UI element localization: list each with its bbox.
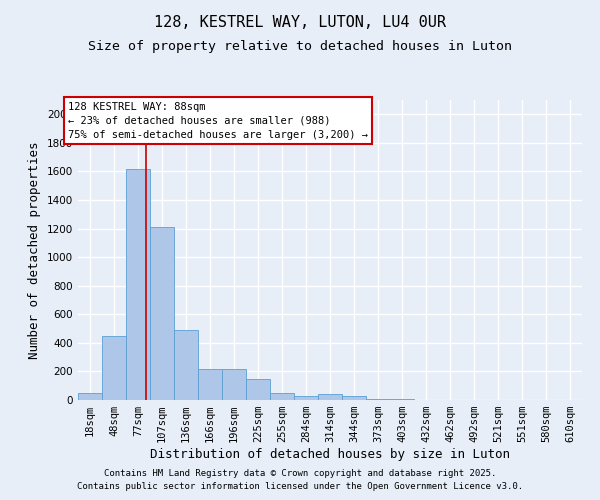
Bar [246, 378, 270, 400]
Bar [78, 393, 102, 400]
Bar [222, 370, 246, 400]
Bar [342, 396, 366, 400]
Y-axis label: Number of detached properties: Number of detached properties [28, 141, 41, 359]
Text: 128, KESTREL WAY, LUTON, LU4 0UR: 128, KESTREL WAY, LUTON, LU4 0UR [154, 15, 446, 30]
Text: 128 KESTREL WAY: 88sqm
← 23% of detached houses are smaller (988)
75% of semi-de: 128 KESTREL WAY: 88sqm ← 23% of detached… [68, 102, 368, 140]
Bar [366, 398, 390, 400]
Bar [102, 336, 126, 400]
Bar [294, 396, 318, 400]
Text: Contains HM Land Registry data © Crown copyright and database right 2025.: Contains HM Land Registry data © Crown c… [104, 468, 496, 477]
Bar [198, 370, 222, 400]
X-axis label: Distribution of detached houses by size in Luton: Distribution of detached houses by size … [150, 448, 510, 461]
Bar [318, 394, 342, 400]
Bar [150, 227, 174, 400]
Bar [126, 168, 150, 400]
Bar [270, 393, 294, 400]
Text: Size of property relative to detached houses in Luton: Size of property relative to detached ho… [88, 40, 512, 53]
Bar [174, 330, 198, 400]
Text: Contains public sector information licensed under the Open Government Licence v3: Contains public sector information licen… [77, 482, 523, 491]
